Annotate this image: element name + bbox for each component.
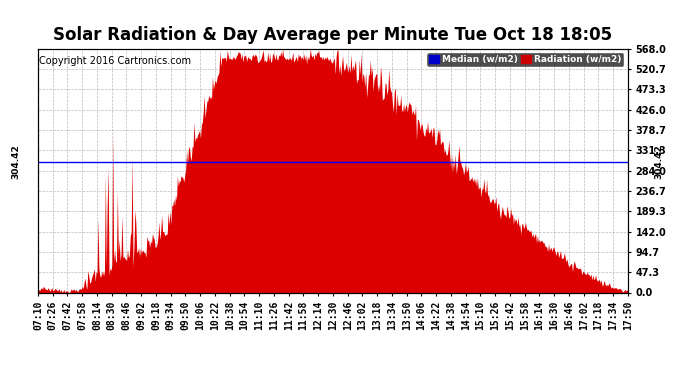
Text: 304.42: 304.42: [654, 144, 664, 179]
Text: 304.42: 304.42: [11, 144, 20, 179]
Legend: Median (w/m2), Radiation (w/m2): Median (w/m2), Radiation (w/m2): [426, 53, 623, 66]
Text: Copyright 2016 Cartronics.com: Copyright 2016 Cartronics.com: [39, 56, 190, 66]
Title: Solar Radiation & Day Average per Minute Tue Oct 18 18:05: Solar Radiation & Day Average per Minute…: [53, 26, 613, 44]
